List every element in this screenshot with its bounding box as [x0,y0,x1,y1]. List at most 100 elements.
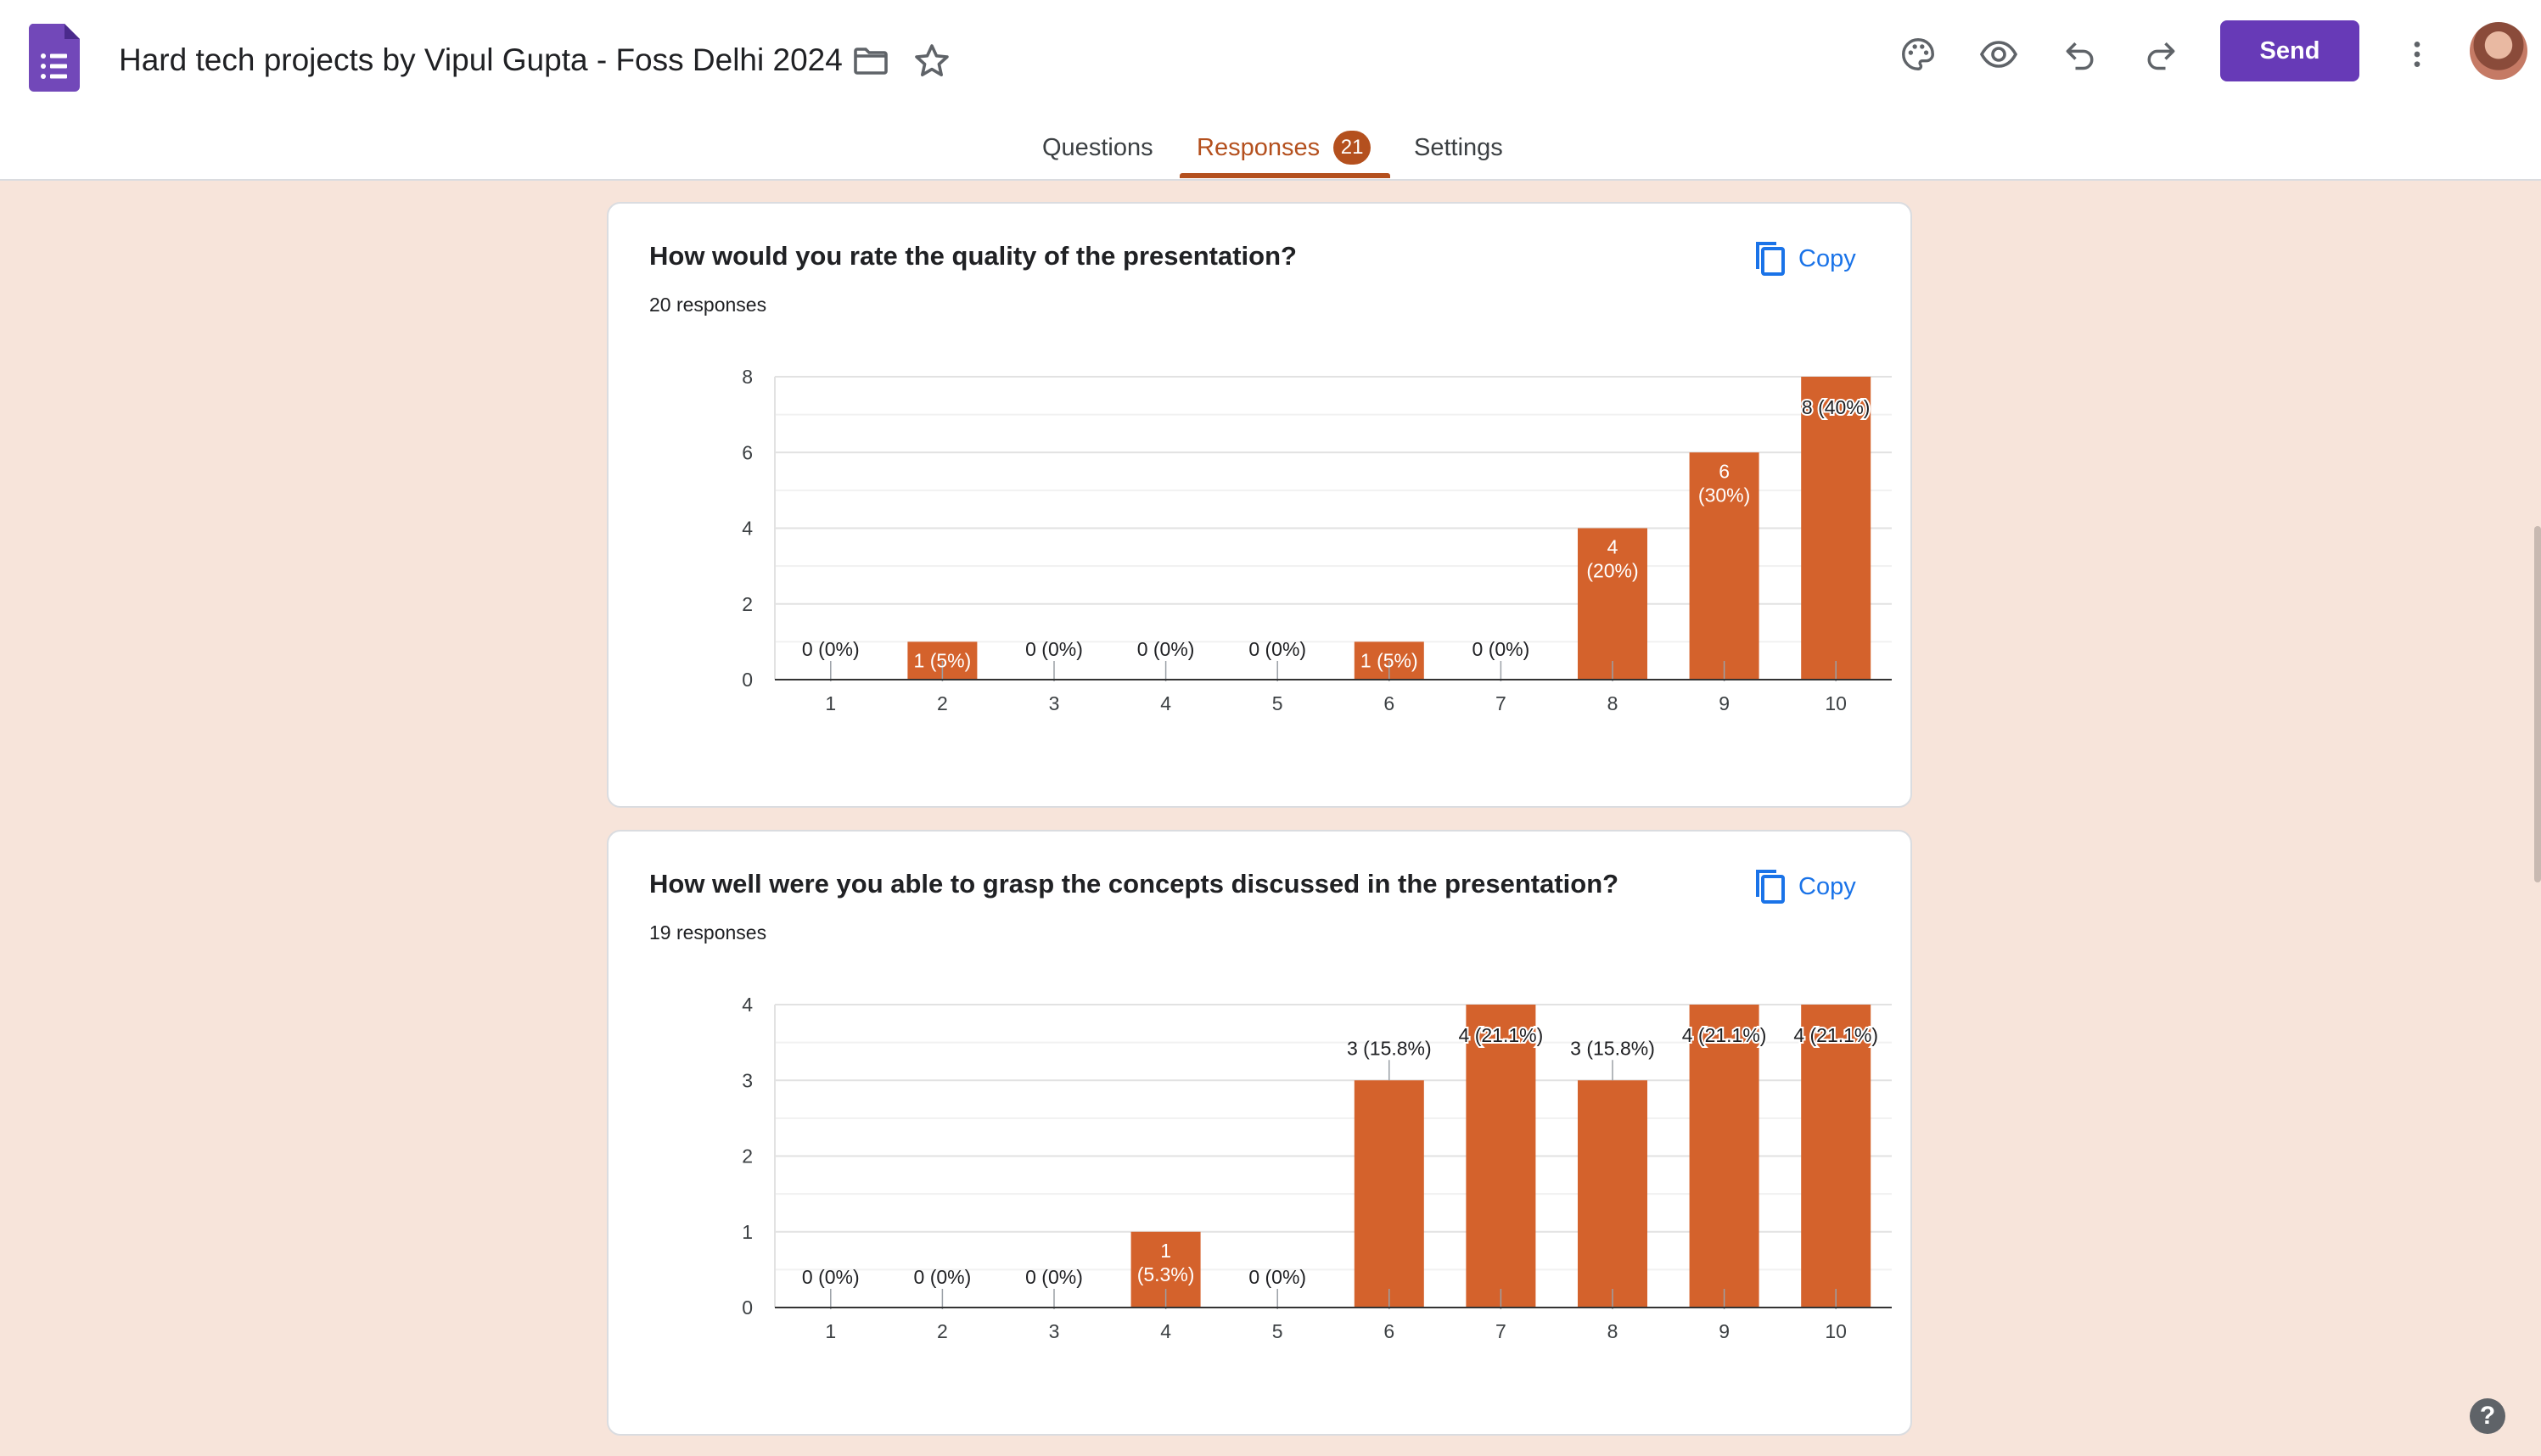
bar [1466,1005,1536,1308]
data-label: 1 (5%) [914,649,972,671]
avatar[interactable] [2470,22,2527,80]
x-tick-label: 2 [937,1320,948,1342]
copy-label: Copy [1798,244,1856,272]
data-label: 0 (0%) [1025,638,1083,660]
document-title[interactable]: Hard tech projects by Vipul Gupta - Foss… [119,42,843,77]
question-title: How would you rate the quality of the pr… [649,241,1297,271]
copy-icon [1756,870,1785,904]
tab-label: Responses [1197,134,1321,161]
tab-bar: Questions Responses 21 Settings [0,126,2541,180]
data-label: 0 (0%) [1248,1266,1306,1288]
data-label: (20%) [1586,560,1638,582]
x-tick-label: 5 [1272,1320,1283,1342]
customize-theme-button[interactable] [1893,29,1944,80]
y-tick-label: 3 [742,1069,753,1091]
response-count: 19 responses [649,921,767,944]
active-tab-indicator [1180,173,1390,178]
preview-button[interactable] [1973,29,2024,80]
bar [1354,1080,1424,1308]
y-tick-label: 1 [742,1221,753,1243]
y-tick-label: 4 [742,518,753,540]
x-tick-label: 1 [825,692,836,714]
responses-count-badge: 21 [1333,131,1371,165]
copy-chart-button[interactable]: Copy [1753,862,1856,911]
bar [1689,1005,1759,1308]
bar [1801,1005,1871,1308]
tab-responses[interactable]: Responses 21 [1197,126,1371,180]
data-label: 0 (0%) [1248,638,1306,660]
data-label: 0 (0%) [914,1266,972,1288]
data-label: 1 [1160,1240,1171,1262]
copy-chart-button[interactable]: Copy [1753,234,1856,283]
y-tick-label: 0 [742,669,753,691]
data-label: 4 (21.1%) [1682,1024,1767,1046]
tab-settings[interactable]: Settings [1414,126,1503,180]
x-tick-label: 3 [1049,1320,1060,1342]
app-header: Hard tech projects by Vipul Gupta - Foss… [0,0,2541,181]
page-scrollbar[interactable] [2534,526,2541,882]
x-tick-label: 1 [825,1320,836,1342]
copy-label: Copy [1798,872,1856,900]
palette-icon [1902,38,1934,70]
data-label: 3 (15.8%) [1570,1037,1655,1059]
data-label: 6 [1719,460,1730,482]
help-button[interactable]: ? [2470,1398,2505,1434]
data-label: 4 [1607,536,1618,558]
y-tick-label: 8 [742,366,753,388]
y-tick-label: 2 [742,1145,753,1168]
redo-icon [2147,42,2175,70]
x-tick-label: 9 [1719,692,1730,714]
y-tick-label: 0 [742,1296,753,1319]
eye-icon [1979,41,2018,68]
x-tick-label: 2 [937,692,948,714]
question-summary-card: How well were you able to grasp the conc… [607,830,1912,1436]
data-label: 0 (0%) [802,1266,860,1288]
x-tick-label: 8 [1607,1320,1618,1342]
x-tick-label: 5 [1272,692,1283,714]
response-count: 20 responses [649,294,767,316]
x-tick-label: 4 [1160,1320,1171,1342]
more-vert-icon [2414,42,2420,67]
x-tick-label: 8 [1607,692,1618,714]
data-label: 0 (0%) [1025,1266,1083,1288]
data-label: (30%) [1698,484,1750,506]
data-label: 0 (0%) [1472,638,1530,660]
undo-button[interactable] [2055,29,2106,80]
question-title: How well were you able to grasp the conc… [649,869,1619,899]
star-icon[interactable] [912,41,952,81]
bar [1689,452,1759,680]
x-tick-label: 10 [1825,692,1847,714]
x-tick-label: 3 [1049,692,1060,714]
tab-label: Questions [1042,134,1153,161]
tab-label: Settings [1414,134,1503,161]
more-options-button[interactable] [2392,29,2443,80]
redo-button[interactable] [2135,29,2186,80]
data-label: 0 (0%) [1137,638,1195,660]
question-summary-card: How would you rate the quality of the pr… [607,202,1912,808]
data-label: 0 (0%) [802,638,860,660]
bar [1578,1080,1647,1308]
data-label: (5.3%) [1137,1263,1195,1285]
x-tick-label: 10 [1825,1320,1847,1342]
bar [1801,377,1871,680]
y-tick-label: 4 [742,994,753,1016]
undo-icon [2066,42,2094,70]
x-tick-label: 7 [1495,692,1506,714]
x-tick-label: 4 [1160,692,1171,714]
copy-icon [1756,242,1785,276]
x-tick-label: 9 [1719,1320,1730,1342]
send-button[interactable]: Send [2220,20,2359,81]
data-label: 8 (40%) [1802,396,1871,418]
y-tick-label: 2 [742,593,753,615]
data-label: 4 (21.1%) [1793,1024,1878,1046]
folder-icon[interactable] [850,41,891,81]
data-label: 3 (15.8%) [1347,1037,1432,1059]
forms-logo-icon[interactable] [29,24,80,92]
x-tick-label: 7 [1495,1320,1506,1342]
bar [1578,528,1647,680]
data-label: 4 (21.1%) [1459,1024,1544,1046]
x-tick-label: 6 [1383,1320,1394,1342]
tab-questions[interactable]: Questions [1042,126,1153,180]
